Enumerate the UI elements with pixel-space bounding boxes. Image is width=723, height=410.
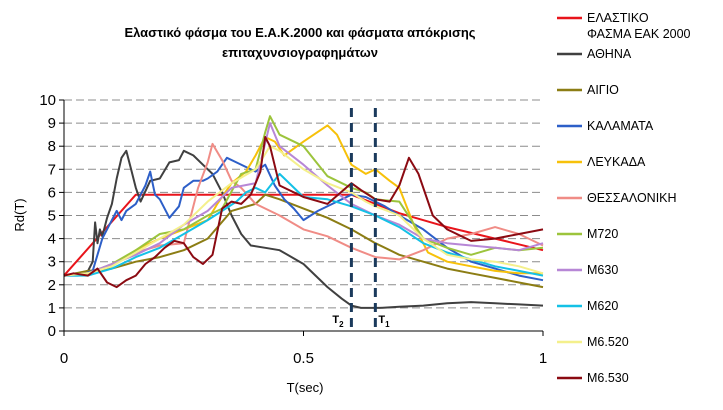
- series-line-6: [63, 115, 544, 277]
- y-tick-label: 3: [48, 254, 56, 271]
- gridlines: [64, 99, 543, 309]
- y-tick-label: 2: [48, 277, 56, 294]
- legend-label-1: ΑΘΗΝΑ: [587, 47, 632, 61]
- y-tick-label: 4: [48, 231, 56, 248]
- series-line-3: [64, 156, 544, 282]
- legend-label-6: M720: [587, 227, 618, 241]
- y-axis-label: Rd(T): [12, 198, 27, 231]
- legend-label-5: ΘΕΣΣΑΛΟΝΙΚΗ: [587, 191, 677, 205]
- legend-label-7: M630: [587, 263, 618, 277]
- period-marker-subscript-1: 1: [385, 320, 390, 329]
- plot-area: [64, 100, 543, 331]
- chart-title-line-2: επιταχυνσιογραφημάτων: [222, 45, 378, 60]
- series-line-8: [64, 172, 544, 277]
- y-tick-label: 1: [48, 300, 56, 317]
- legend-label-2: ΑΙΓΙΟ: [587, 83, 619, 97]
- series-line-9: [63, 145, 544, 277]
- y-tick-label: 9: [48, 115, 56, 132]
- series-lines: [63, 115, 544, 309]
- y-tick-labels: 0 1 2 3 4 5 6 7 8 9 10: [39, 92, 56, 340]
- legend-label-10: M6.530: [587, 371, 629, 385]
- legend-label-8: M620: [587, 299, 618, 313]
- series-line-10: [63, 136, 544, 289]
- x-tick-label: 0: [60, 350, 68, 367]
- series-line-1: [63, 149, 544, 309]
- legend-label-4: ΛΕΥΚΑΔΑ: [587, 155, 646, 169]
- period-marker-label-1: T1: [378, 314, 390, 329]
- series-line-7: [63, 122, 544, 277]
- period-marker-subscript-0: 2: [339, 320, 344, 329]
- axes: [59, 99, 544, 336]
- series-line-2: [63, 193, 544, 289]
- period-markers: T2 T1: [332, 108, 390, 331]
- period-marker-label-0: T2: [332, 314, 344, 329]
- legend: ΕΛΑΣΤΙΚΟ ΦΑΣΜΑ ΕΑΚ 2000 ΑΘΗΝΑ ΑΙΓΙΟ ΚΑΛΑΜΑΤΑ…: [557, 11, 691, 385]
- legend-label-0-line-2: ΦΑΣΜΑ ΕΑΚ 2000: [587, 27, 691, 41]
- x-axis-label: T(sec): [287, 380, 324, 395]
- y-tick-label: 7: [48, 161, 56, 178]
- y-tick-label: 5: [48, 208, 56, 225]
- x-tick-label: 0.5: [293, 350, 314, 367]
- x-tick-label: 1: [539, 350, 547, 367]
- y-tick-label: 8: [48, 138, 56, 155]
- series-line-5: [63, 142, 544, 277]
- y-tick-label: 10: [39, 92, 56, 109]
- chart-title-line-1: Ελαστικό φάσμα του Ε.Α.Κ.2000 και φάσματ…: [124, 25, 475, 40]
- y-tick-label: 0: [48, 323, 56, 340]
- chart-title: Ελαστικό φάσμα του Ε.Α.Κ.2000 και φάσματ…: [124, 25, 475, 60]
- y-tick-label: 6: [48, 184, 56, 201]
- series-line-4: [63, 124, 543, 277]
- x-tick-labels: 0 0.5 1: [60, 350, 547, 367]
- legend-label-3: ΚΑΛΑΜΑΤΑ: [587, 119, 654, 133]
- legend-label-0-line-1: ΕΛΑΣΤΙΚΟ: [587, 11, 649, 25]
- legend-label-9: M6.520: [587, 335, 629, 349]
